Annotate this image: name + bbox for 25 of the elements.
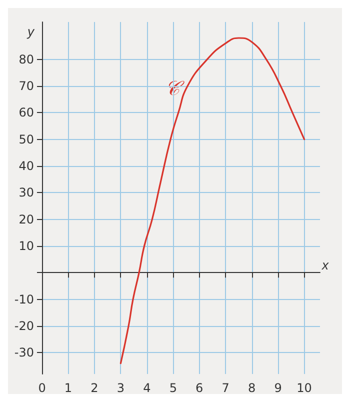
y-tick-label: 50 [18, 132, 34, 146]
x-tick-label: 7 [222, 381, 230, 395]
x-tick-label: 2 [90, 381, 98, 395]
x-tick-label: 4 [143, 381, 151, 395]
y-tick-label: 30 [18, 186, 34, 200]
y-tick-label: -10 [14, 292, 34, 306]
x-tick-label: 0 [38, 381, 46, 395]
y-tick-label: 10 [18, 239, 34, 253]
x-tick-label: 5 [169, 381, 177, 395]
y-axis-title: y [26, 24, 36, 39]
y-tick-label: 70 [18, 79, 34, 93]
y-tick-label: 60 [18, 106, 34, 120]
x-axis-title: x [321, 258, 329, 273]
x-tick-label: 6 [196, 381, 204, 395]
y-tick-label: 80 [18, 52, 34, 66]
x-tick-label: 8 [248, 381, 256, 395]
x-tick-label: 10 [296, 381, 312, 395]
x-tick-label: 3 [116, 381, 124, 395]
y-tick-label: 20 [18, 212, 34, 226]
line-series [120, 37, 306, 364]
x-tick-label: 1 [64, 381, 72, 395]
y-tick-label: -30 [14, 346, 34, 360]
y-tick-label: 40 [18, 159, 34, 173]
y-tick-label: -20 [14, 319, 34, 333]
x-tick-label: 9 [274, 381, 282, 395]
